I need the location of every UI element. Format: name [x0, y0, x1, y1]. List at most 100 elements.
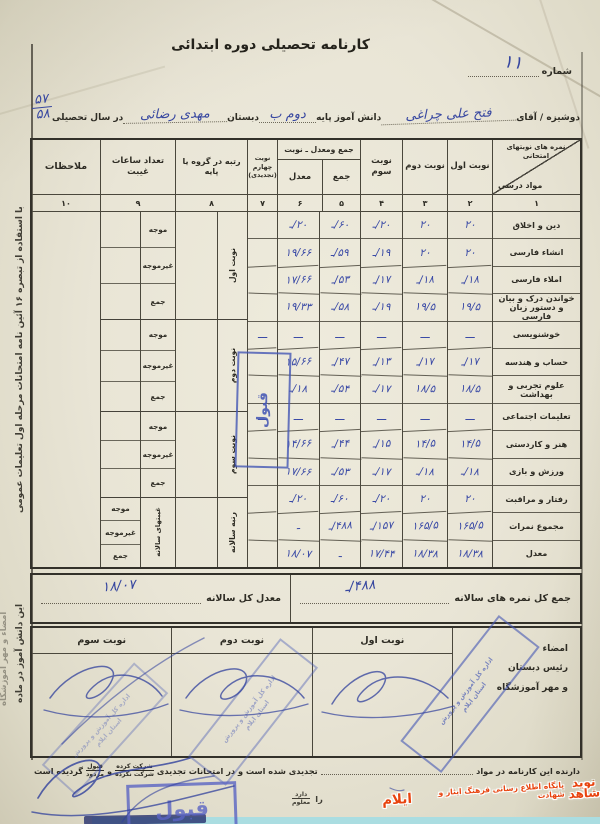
absence-labels: موجه غیرموجه جمع [140, 412, 175, 497]
form-frame-left-line [31, 44, 33, 760]
grades-table: نمره های نوبتهای امتحانی مواد درسی ۱ دین… [30, 138, 582, 569]
grade-cell: ـ [277, 511, 320, 541]
approved-stamp-text: قبول [254, 391, 272, 429]
sum-avg-body: ۶۰/ـ ۵۹/ـ ۵۳/ـ ۵۸/ـ ـــ ۴۷/ـ ۵۴/ـ ـــ ۴۴/ـ ۵۳/ـ ۶۰… [277, 212, 361, 568]
serial-number-value: ۱۱ [501, 51, 524, 74]
grade-cell [248, 484, 277, 512]
grade-cell: ۱۳/ـ [360, 346, 403, 377]
grade-cell: ۱۹/ـ [360, 292, 403, 322]
sum-avg-numbers: ۵ ۶ [278, 195, 360, 212]
school-label: دبستان [227, 112, 259, 123]
grade-cell: ـــ [248, 402, 277, 430]
grade-cell: ۱۴/۵ [402, 428, 448, 459]
absence-label-excused: موجه [111, 504, 130, 514]
rank-term1-label: نوبت اول [228, 248, 237, 284]
corner-header-cell: نمره های نوبتهای امتحانی مواد درسی [493, 140, 580, 195]
grade-cell: ـــ [448, 320, 492, 348]
grade-cell: ۱۷/ـ [402, 346, 448, 377]
column-remarks: ملاحظات ۱۰ [32, 140, 100, 567]
grade-cell: ۲۰/ـ [372, 218, 391, 232]
annual-avg-label: معدل کل سالانه [206, 593, 281, 604]
grade-cell: ۲۰ [464, 218, 476, 232]
term3-body: ۲۰/ـ ۱۹/ـ ۱۷/ـ ۱۹/ـ ـــ ۱۳/ـ ۱۷/ـ ـــ ۱۵/ـ ۱۷/ـ ۲۰… [360, 212, 403, 568]
participation-options: شرکت کرده شرکت نکرده [115, 763, 154, 779]
subject-cell: علوم تجربی و بهداشت [493, 375, 580, 402]
grade-cell: ۱۹/۳۳ [277, 292, 319, 322]
term4-header: نوبت چهارم (تجدیدی) [248, 140, 277, 195]
annual-absence-text: غیبتهای سالانه [153, 507, 162, 558]
grade-cell: ۱۹/۶۶ [278, 238, 319, 265]
rank-annual-label: رتبه سالانه [227, 511, 237, 553]
remarks-header: ملاحظات [32, 140, 100, 195]
absence-values [101, 212, 140, 319]
absence-value-cell [101, 283, 140, 319]
annual-sum-section: جمع کل نمره های سالانه ۴۸۸/ـ [290, 575, 580, 622]
grade-cell: ۲۰ [419, 218, 431, 232]
rank-term-label: نوبت دوم [218, 319, 247, 411]
scan-edge-strip [92, 817, 600, 824]
column-number: ۴ [361, 195, 402, 212]
subject-cell: انشاء فارسی [493, 238, 580, 265]
subject-cell: معدل [493, 539, 580, 567]
absence-values [101, 412, 140, 496]
student-info-line: دوشیزه / آقای فتح علی چراغی دانش آموز پا… [30, 91, 580, 125]
grade-cell: ۱۵۷/ـ [360, 511, 403, 541]
grade-cell: ۴۷/ـ [318, 346, 361, 377]
absence-value-cell [101, 412, 140, 439]
column-term3: نوبت سوم ۴ ۲۰/ـ ۱۹/ـ ۱۷/ـ ۱۹/ـ ـــ ۱۳/ـ ۱۷/ـ ــ… [360, 140, 403, 568]
sum-body: ۶۰/ـ ۵۹/ـ ۵۳/ـ ۵۸/ـ ـــ ۴۷/ـ ۵۴/ـ ـــ ۴۴/ـ ۵۳/ـ ۶۰… [318, 212, 361, 568]
rank-term-label: نوبت اول [218, 212, 247, 319]
absence-label-excused: موجه [148, 225, 168, 235]
annual-sum-label: جمع کل نمره های سالانه [454, 593, 571, 604]
grade-cell: ـــ [319, 402, 360, 430]
column-subjects: نمره های نوبتهای امتحانی مواد درسی ۱ دین… [492, 140, 580, 567]
subject-cell: مجموع نمرات [493, 512, 580, 539]
student-middle-label: دانش آموز پایه [316, 112, 382, 123]
grade-cell: ۱۹/۵ [447, 292, 493, 322]
serial-number-row: شماره [468, 66, 572, 77]
annual-absence-rows: موجه غیرموجه جمع [101, 498, 140, 567]
grade-cell: ۵۹/ـ [319, 238, 360, 265]
annual-avg-section: معدل کل سالانه ۱۸/۰۷ [32, 575, 290, 622]
grade-cell: ۱۹/ـ [361, 238, 402, 265]
grade-cell [247, 292, 278, 322]
fragment-options: دارد معلوم [292, 791, 311, 807]
absence-group-term1: موجه غیرموجه جمع [101, 212, 175, 320]
subject-cell: ورزش و بازی [493, 457, 580, 485]
grade-cell: ۱۷/ـ [447, 346, 493, 377]
sum-avg-subheaders: جمع معدل [278, 160, 360, 195]
watermark-ilam: ایلام [381, 791, 413, 810]
option-not-participated: شرکت نکرده [115, 771, 154, 779]
grade-cell: ۵۳/ـ [319, 456, 361, 486]
grade-cell: ۱۷/۴۴ [360, 538, 403, 568]
grade-cell: ۱۸/ـ [447, 264, 493, 295]
corner-header-top: نمره های نوبتهای امتحانی [506, 143, 566, 160]
term2-header: نوبت دوم [403, 140, 447, 195]
column-absence: تعداد ساعات غیبت ۹ موجه غیرموجه جمع [100, 140, 175, 567]
absence-body: موجه غیرموجه جمع موجه غیرموجه جمع [101, 212, 175, 567]
sum-avg-title: جمع ومعدل ـ نوبت [278, 140, 360, 160]
remarks-body [32, 212, 100, 567]
grade-cell: ۵۴/ـ [319, 374, 361, 404]
absence-label-unexcused: غیرموجه [141, 247, 175, 283]
retake-note-line: دارنده این کارنامه در مواد تجدیدی شده اس… [34, 763, 580, 779]
signature-term2-header: نوبت دوم [172, 628, 312, 654]
rank-value-cell [176, 411, 217, 496]
column-number: ۷ [248, 195, 277, 212]
absence-value-cell [101, 468, 140, 496]
grade-cell: ـــ [448, 402, 492, 430]
grade-cell: ۱۸/۰۷ [277, 538, 319, 568]
term1-body: ۲۰ ۲۰ ۱۸/ـ ۱۹/۵ ـــ ۱۷/ـ ۱۸/۵ ـــ ۱۴/۵ ۱۸/ـ ۲۰ ۱۶۵/… [447, 212, 493, 568]
absence-header: تعداد ساعات غیبت [101, 140, 175, 195]
rank-value-cell [176, 212, 217, 319]
grade-cell [247, 265, 278, 294]
rank-term-labels: نوبت اول نوبت دوم نوبت سوم رتبه سالانه [217, 212, 247, 567]
absence-label-excused: موجه [148, 330, 168, 340]
serial-number-dots [468, 66, 539, 77]
grade-cell: ـــ [361, 320, 402, 348]
school-year-value: ۵۷ ۵۸ [30, 91, 54, 124]
absence-label-total: جمع [141, 380, 175, 412]
signature-label-line: رئیس دبستان [508, 663, 568, 674]
subject-cell: خوشنویسی [493, 320, 580, 348]
retake-note-pre: دارنده این کارنامه در مواد [476, 765, 580, 776]
